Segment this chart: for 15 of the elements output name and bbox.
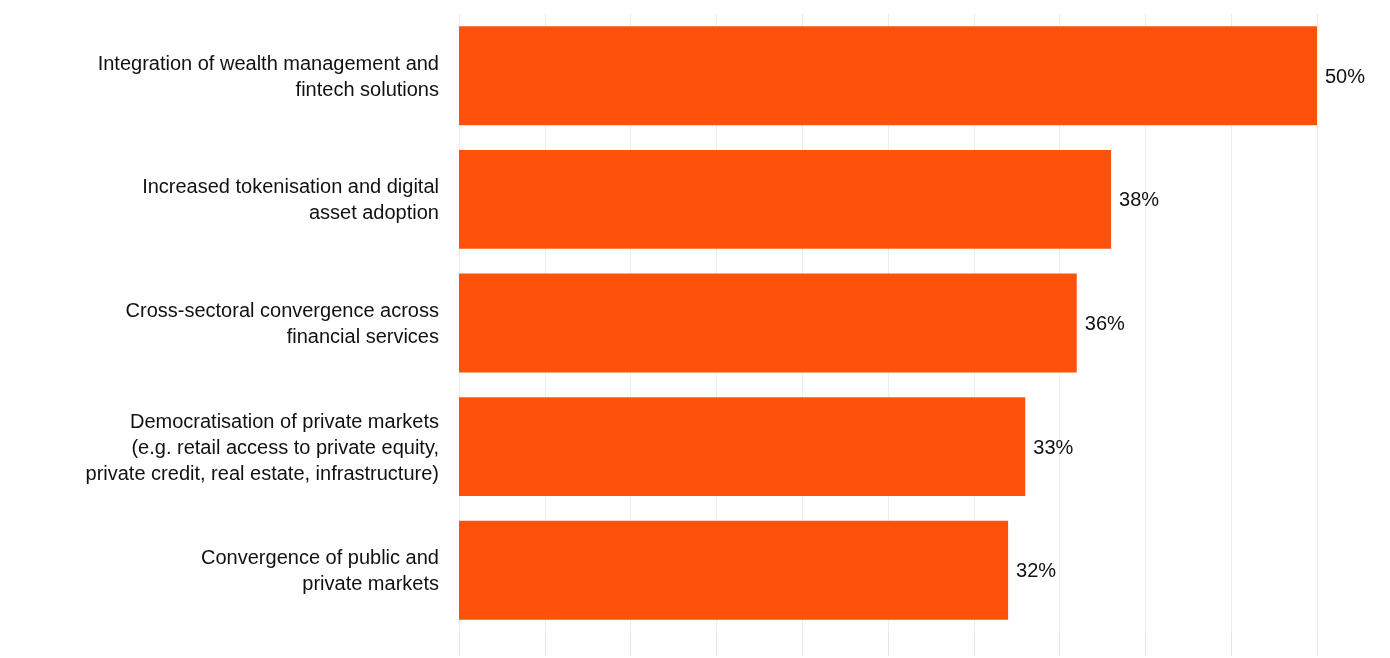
y-tick-label: Convergence of public and private markets <box>201 546 439 595</box>
data-label: 50% <box>1325 64 1366 87</box>
data-label: 36% <box>1084 312 1126 334</box>
bar <box>459 26 1317 126</box>
y-tick-label: Integration of wealth management and fintech solutions <box>97 51 439 100</box>
bar <box>459 397 1026 497</box>
y-tick-label: Increased tokenisation and digital asset adoption <box>142 175 439 224</box>
y-tick-label: Cross-sectoral convergence across financial services <box>125 299 439 347</box>
bar <box>459 273 1077 373</box>
data-label: 33% <box>1033 435 1074 458</box>
bar <box>459 520 1009 620</box>
y-tick-label: Democratisation of private markets (e.g. retail access to private equity, private credit, real estate, infrastructure) <box>85 409 439 484</box>
bar <box>459 149 1112 249</box>
data-label: 38% <box>1119 188 1160 211</box>
data-label: 32% <box>1016 559 1057 582</box>
